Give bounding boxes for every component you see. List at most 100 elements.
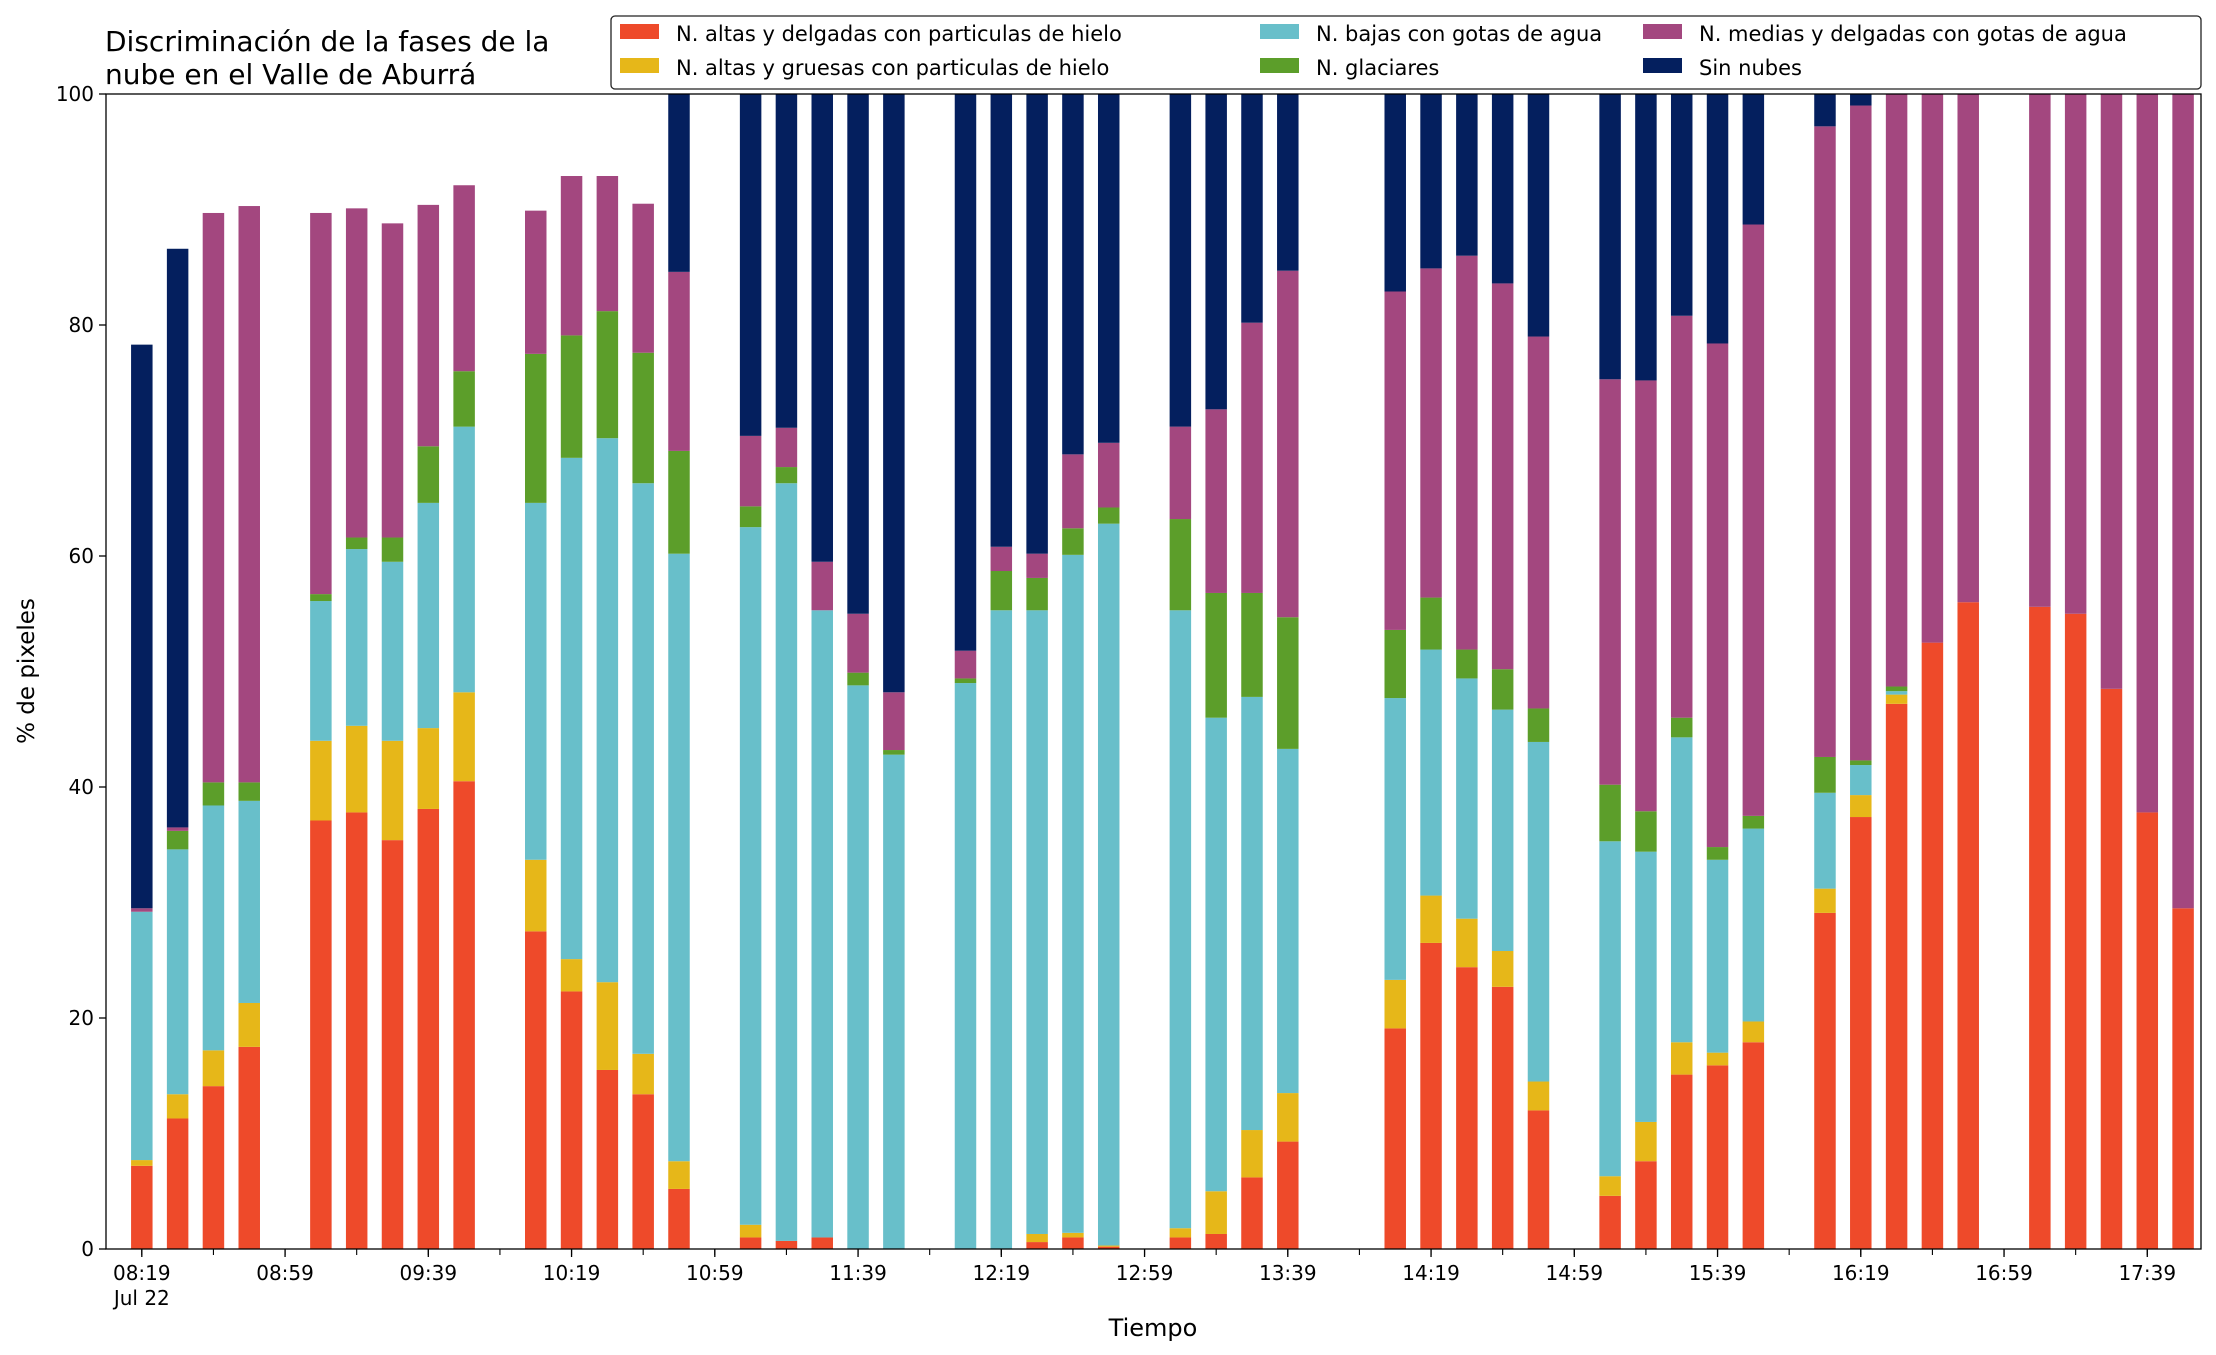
bar-segment-14-5 [739,94,762,436]
bar-segment-0-4 [131,908,153,912]
bar-segment-31-3 [1491,669,1514,710]
bar-segment-35-1 [1670,1042,1693,1075]
legend-swatch [620,24,659,39]
bar-segment-39-3 [1850,760,1872,766]
bar-segment-47-0 [2172,908,2194,1249]
y-tick-label: 40 [69,775,94,799]
bar-segment-42-4 [1957,94,1979,603]
bar-segment-9-3 [525,353,547,503]
bar-segment-20-4 [990,546,1013,572]
bar-segment-14-2 [739,527,762,1225]
bar-segment-16-4 [811,561,833,611]
bar-segment-2-1 [202,1050,225,1087]
bar-segment-7-1 [417,728,440,809]
bar-segment-18-5 [883,94,905,693]
bar-segment-22-2 [1062,554,1084,1233]
bar-segment-8-0 [453,781,475,1249]
x-tick-label: 10:59 [686,1261,744,1285]
bar-segment-25-2 [1205,717,1227,1192]
bar-segment-8-2 [453,426,475,693]
bar-segment-21-0 [1026,1242,1048,1249]
bar-segment-37-4 [1742,224,1765,816]
bar-segment-10-4 [560,176,583,336]
bar-segment-37-1 [1742,1021,1765,1043]
legend-label: N. bajas con gotas de agua [1316,22,1602,46]
bar-segment-28-1 [1384,979,1406,1029]
bar-segment-22-3 [1062,528,1084,555]
bar-segment-36-5 [1706,94,1729,344]
y-tick-label: 80 [69,313,94,337]
bar-segment-24-2 [1169,610,1192,1229]
bar-segment-38-1 [1814,888,1836,913]
bar-segment-26-4 [1241,322,1263,593]
legend-swatch [1260,58,1299,73]
bar-segment-15-2 [775,483,798,1241]
x-tick-label: 13:39 [1259,1261,1317,1285]
bar-segment-22-1 [1062,1232,1084,1238]
bar-segment-40-1 [1885,694,1908,704]
bar-segment-38-5 [1814,94,1836,127]
bar-segment-15-0 [775,1240,798,1249]
bar-segment-22-0 [1062,1237,1084,1249]
plot-frame [105,93,2202,1250]
x-tick-sublabel: Jul 22 [112,1286,170,1310]
bar-segment-33-3 [1599,784,1621,842]
bar-segment-5-0 [345,812,368,1249]
bar-segment-8-3 [453,371,475,427]
bar-segment-21-5 [1026,94,1048,554]
bar-segment-23-2 [1097,523,1120,1246]
bar-segment-26-3 [1241,592,1263,697]
bar-segment-26-5 [1241,94,1263,323]
bar-segment-12-1 [632,1053,654,1095]
bar-segment-2-2 [202,805,225,1051]
bar-segment-34-2 [1635,851,1657,1122]
bar-segment-0-5 [131,344,153,909]
x-tick-label: 08:59 [256,1261,314,1285]
bar-segment-34-0 [1635,1161,1657,1249]
bar-segment-37-2 [1742,828,1765,1022]
bar-segment-34-4 [1635,380,1657,812]
bar-segment-38-2 [1814,792,1836,889]
bar-segment-16-5 [811,94,833,562]
bar-marks [131,94,2194,1250]
bar-segment-29-0 [1420,942,1442,1249]
bar-segment-43-0 [2029,606,2051,1249]
bar-segment-18-4 [883,692,905,751]
bar-segment-30-2 [1456,678,1478,919]
bar-segment-33-1 [1599,1176,1621,1196]
bar-segment-6-0 [381,840,404,1249]
bar-segment-44-0 [2064,613,2087,1249]
x-tick-label: 16:19 [1832,1261,1890,1285]
bar-segment-25-0 [1205,1233,1227,1249]
bar-segment-45-0 [2100,688,2123,1249]
bar-segment-19-5 [954,94,977,651]
x-tick-label: 17:39 [2118,1261,2176,1285]
bar-segment-4-2 [310,601,332,741]
bar-segment-2-3 [202,782,225,806]
legend: N. altas y delgadas con particulas de hi… [610,15,2202,90]
bar-segment-29-4 [1420,268,1442,598]
bar-segment-34-3 [1635,811,1657,852]
x-tick-label: 14:19 [1402,1261,1460,1285]
bar-segment-23-1 [1097,1245,1120,1247]
x-tick-label: 14:59 [1545,1261,1603,1285]
bar-segment-29-1 [1420,895,1442,943]
bar-segment-5-4 [345,208,368,538]
bar-segment-6-1 [381,740,404,841]
x-tick-label: 09:39 [399,1261,457,1285]
bar-segment-21-3 [1026,577,1048,611]
bar-segment-35-3 [1670,717,1693,738]
bar-segment-12-4 [632,203,654,353]
bar-segment-11-4 [596,176,619,312]
bar-segment-0-2 [131,911,153,1161]
bar-segment-31-4 [1491,283,1514,670]
bar-segment-1-4 [166,827,189,831]
bar-segment-30-5 [1456,94,1478,256]
bar-segment-19-3 [954,678,977,684]
bar-segment-38-0 [1814,912,1836,1249]
legend-label: N. altas y gruesas con particulas de hie… [676,56,1109,80]
bar-segment-36-4 [1706,343,1729,848]
x-tick-label: 10:19 [543,1261,601,1285]
bar-segment-0-1 [131,1160,153,1166]
